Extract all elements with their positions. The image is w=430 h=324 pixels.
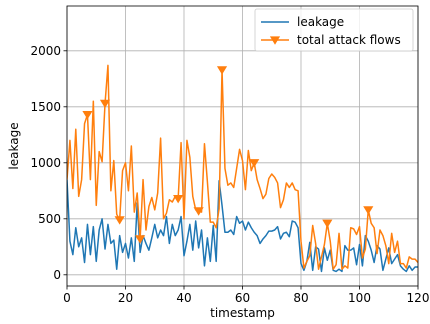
legend-label-total-attack-flows: total attack flows bbox=[297, 33, 401, 47]
series-marker-total-attack-flows bbox=[322, 219, 333, 229]
y-axis-label: leakage bbox=[7, 122, 21, 169]
legend-label-leakage: leakage bbox=[297, 15, 344, 29]
x-tick-label: 0 bbox=[63, 291, 71, 305]
series-line-leakage bbox=[67, 179, 418, 273]
x-tick-label: 40 bbox=[176, 291, 191, 305]
series-marker-total-attack-flows bbox=[114, 216, 125, 225]
series-marker-total-attack-flows bbox=[363, 206, 374, 215]
series-marker-total-attack-flows bbox=[249, 159, 260, 168]
x-tick-label: 60 bbox=[235, 291, 250, 305]
legend-box bbox=[254, 8, 414, 52]
y-tick-label: 2000 bbox=[30, 44, 61, 58]
series-marker-total-attack-flows bbox=[82, 110, 93, 120]
series-marker-total-attack-flows bbox=[216, 66, 228, 75]
y-tick-label: 1500 bbox=[30, 100, 61, 114]
x-tick-label: 100 bbox=[348, 291, 371, 305]
series-layer bbox=[67, 64, 418, 273]
x-tick-label: 120 bbox=[407, 291, 430, 305]
grid bbox=[66, 6, 419, 286]
series-marker-total-attack-flows bbox=[193, 207, 204, 216]
x-tick-label: 80 bbox=[293, 291, 308, 305]
series-marker-total-attack-flows bbox=[99, 99, 111, 109]
y-tick-label: 1000 bbox=[30, 156, 61, 170]
y-tick-label: 0 bbox=[53, 268, 61, 282]
series-marker-total-attack-flows bbox=[173, 194, 184, 204]
series-marker-total-attack-flows bbox=[135, 235, 146, 244]
x-tick-label: 20 bbox=[118, 291, 133, 305]
series-line-total-attack-flows bbox=[67, 64, 418, 270]
legend-marker-total-attack-flows bbox=[269, 36, 281, 45]
x-axis-label: timestamp bbox=[210, 306, 275, 320]
legend: leakage total attack flows bbox=[254, 8, 414, 52]
axis-ticks: 0 20 40 60 80 100 120 0 500 1000 1500 2000 bbox=[30, 44, 429, 305]
y-tick-label: 500 bbox=[38, 212, 61, 226]
